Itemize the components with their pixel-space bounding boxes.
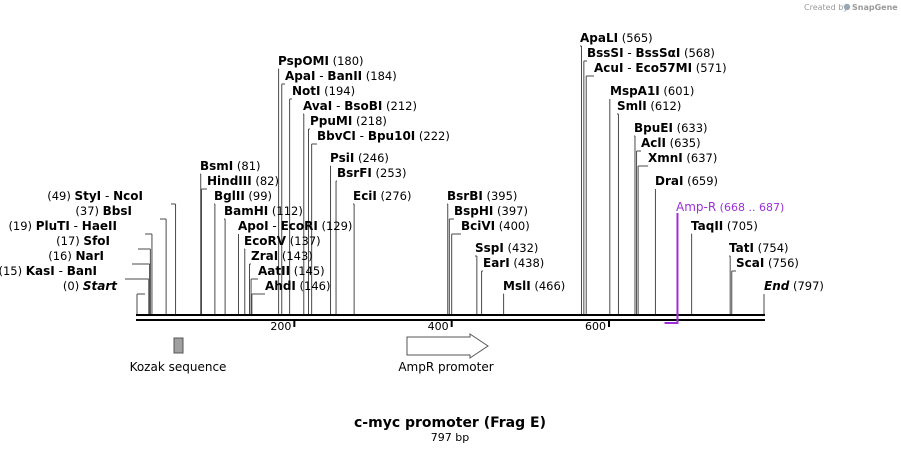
site-label-aatii[interactable]: AatII (145) (258, 264, 325, 278)
amp-r-feature[interactable]: Amp-R (668 .. 687) (664, 200, 785, 324)
amp-r-bracket (664, 213, 679, 324)
site-label-start[interactable]: (0) Start (63, 279, 118, 293)
map-length: 797 bp (431, 431, 469, 444)
site-label-acli[interactable]: AclI (635) (641, 136, 701, 150)
site-label-psii[interactable]: PsiI (246) (330, 151, 389, 165)
feature-track: Kozak sequence AmpR promoter (130, 333, 494, 374)
site-label-apai[interactable]: ApaI - BanII (184) (285, 69, 397, 83)
site-label-pluti[interactable]: (19) PluTI - HaeII (8, 219, 117, 233)
site-label-acui[interactable]: AcuI - Eco57MI (571) (594, 61, 727, 75)
site-label-pspomi[interactable]: PspOMI (180) (278, 54, 364, 68)
ruler-ticks: 200 400 600 (270, 320, 611, 333)
site-label-tati[interactable]: TatI (754) (729, 241, 789, 255)
site-label-ecii[interactable]: EciI (276) (353, 189, 411, 203)
site-label-bbsi[interactable]: (37) BbsI (75, 204, 132, 218)
site-label-bglii[interactable]: BglII (99) (214, 189, 272, 203)
site-label-bsrfi[interactable]: BsrFI (253) (337, 166, 406, 180)
site-label-bsssi[interactable]: BssSI - BssSαI (568) (587, 46, 715, 60)
site-label-xmni[interactable]: XmnI (637) (648, 151, 717, 165)
tick-label: 400 (428, 320, 449, 333)
site-label-sspi[interactable]: SspI (432) (475, 241, 538, 255)
sequence-backbone (136, 314, 765, 321)
site-label-ppumi[interactable]: PpuMI (218) (310, 114, 387, 128)
ampr-promoter-arrow[interactable] (406, 333, 489, 359)
site-label-mspa1i[interactable]: MspA1I (601) (610, 84, 694, 98)
kozak-sequence-label: Kozak sequence (130, 360, 227, 374)
site-label-bamhi[interactable]: BamHI (112) (224, 204, 303, 218)
site-label-hindiii[interactable]: HindIII (82) (207, 174, 279, 188)
site-label-bsphi[interactable]: BspHI (397) (454, 204, 528, 218)
site-label-drai[interactable]: DraI (659) (655, 174, 718, 188)
map-title: c-myc promoter (Frag E) (354, 415, 546, 431)
site-label-bbvci[interactable]: BbvCI - Bpu10I (222) (317, 129, 450, 143)
site-label-eari[interactable]: EarI (438) (483, 256, 544, 270)
amp-r-label[interactable]: Amp-R (668 .. 687) (676, 200, 784, 214)
site-label-ecorv[interactable]: EcoRV (137) (244, 234, 321, 248)
snapgene-logo-icon (843, 3, 851, 11)
ampr-promoter-label: AmpR promoter (398, 360, 493, 374)
site-label-smli[interactable]: SmlI (612) (617, 99, 681, 113)
site-label-bcivi[interactable]: BciVI (400) (461, 219, 530, 233)
site-label-nari[interactable]: (16) NarI (48, 249, 104, 263)
site-label-bsmi[interactable]: BsmI (81) (200, 159, 261, 173)
site-label-apoi[interactable]: ApoI - EcoRI (129) (238, 219, 352, 233)
tick-label: 200 (270, 320, 291, 333)
site-label-kasi[interactable]: (15) KasI - BanI (0, 264, 97, 278)
site-label-bpuei[interactable]: BpuEI (633) (634, 121, 708, 135)
site-label-sfoi[interactable]: (17) SfoI (56, 234, 110, 248)
site-label-ahdi[interactable]: AhdI (146) (265, 279, 330, 293)
site-label-noti[interactable]: NotI (194) (292, 84, 355, 98)
site-label-taqii[interactable]: TaqII (705) (691, 219, 758, 233)
site-label-msli[interactable]: MslI (466) (503, 279, 565, 293)
site-label-bsrbi[interactable]: BsrBI (395) (447, 189, 517, 203)
created-by-credit: Created by (804, 3, 848, 12)
site-labels: (0) Start(15) KasI - BanI(16) NarI(17) S… (0, 31, 824, 293)
site-label-end[interactable]: End (797) (764, 279, 824, 293)
site-label-apali[interactable]: ApaLI (565) (580, 31, 653, 45)
kozak-sequence-box[interactable] (173, 337, 184, 354)
tick-label: 600 (585, 320, 606, 333)
site-label-styi[interactable]: (49) StyI - NcoI (47, 189, 143, 203)
site-label-scai[interactable]: ScaI (756) (736, 256, 799, 270)
site-lines (125, 45, 765, 315)
snapgene-brand: SnapGene (852, 3, 898, 12)
site-label-avai[interactable]: AvaI - BsoBI (212) (303, 99, 417, 113)
site-label-zrai[interactable]: ZraI (143) (251, 249, 313, 263)
